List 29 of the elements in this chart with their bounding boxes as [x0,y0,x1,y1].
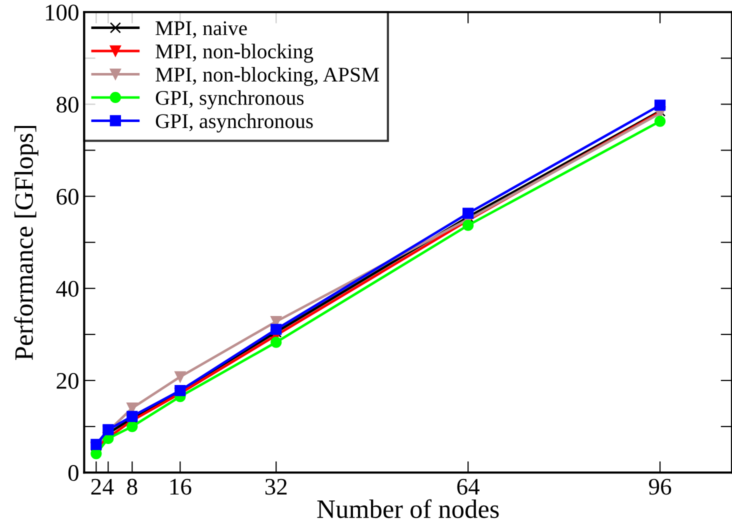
point [654,116,666,127]
x-tick-label: 32 [265,478,287,495]
point [102,424,114,436]
x-tick-label: 8 [127,478,138,495]
point [654,100,666,111]
point [126,420,138,432]
x-tick-label: 96 [648,478,672,495]
point [462,220,474,231]
legend-label: MPI, naive [156,21,247,38]
y-tick-label: 100 [46,4,78,21]
y-tick-label: 80 [56,96,78,113]
x-tick-label: 64 [457,478,480,495]
legend-label: GPI, asynchronous [156,114,313,132]
point [270,324,282,335]
point [174,371,186,382]
point [270,336,282,348]
y-tick-label: 40 [56,280,78,297]
y-axis-title: Performance [GFlops] [14,126,38,360]
y-tick-label: 20 [56,372,78,389]
x-tick-label: 16 [170,478,192,495]
legend-label: MPI, non-blocking [156,44,314,63]
point [462,208,474,219]
y-tick-label: 60 [56,188,78,205]
x-tick-label: 2 [91,478,101,494]
x-tick-label: 4 [102,478,114,494]
legend-label: GPI, synchronous [156,90,304,110]
y-tick-label: 0 [68,465,78,481]
legend-label: MPI, non-blocking, APSM [156,67,379,86]
x-axis-title: Number of nodes [317,499,499,518]
